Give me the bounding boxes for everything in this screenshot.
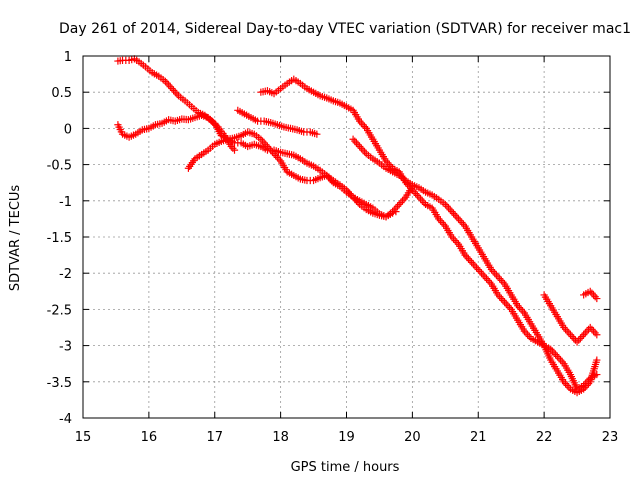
data-point (125, 56, 133, 64)
series-track-3 (184, 128, 416, 221)
y-tick-label: -2 (59, 267, 72, 282)
x-tick-label: 17 (206, 430, 223, 445)
data-point (128, 56, 136, 64)
series-track-8 (580, 287, 601, 303)
x-tick-label: 19 (338, 430, 355, 445)
series-track-5 (257, 75, 601, 393)
y-tick-labels: 1 0.5 0 -0.5 -1 -1.5 -2 -2.5 -3 -3.5 -4 (47, 50, 72, 427)
x-axis-label: GPS time / hours (291, 460, 400, 475)
y-tick-label: -2.5 (47, 303, 72, 318)
x-tick-label: 15 (75, 430, 92, 445)
x-tick-label: 22 (536, 430, 553, 445)
x-tick-labels: 15 16 17 18 19 20 21 22 23 (75, 430, 619, 445)
y-tick-label: -3 (59, 340, 72, 355)
x-tick-label: 23 (602, 430, 619, 445)
y-tick-label: -4 (59, 412, 72, 427)
x-tick-label: 18 (272, 430, 289, 445)
data-point (593, 356, 601, 364)
series-track-4 (234, 106, 321, 138)
chart-title: Day 261 of 2014, Sidereal Day-to-day VTE… (59, 21, 631, 37)
x-tick-label: 21 (470, 430, 487, 445)
y-tick-label: 0 (64, 122, 72, 137)
y-tick-label: -0.5 (47, 159, 72, 174)
grid-lines (83, 56, 610, 418)
y-tick-label: 0.5 (51, 86, 72, 101)
data-markers (114, 55, 601, 397)
y-axis-label: SDTVAR / TECUs (8, 185, 23, 292)
data-point (230, 146, 239, 154)
y-tick-label: -3.5 (47, 376, 72, 391)
series-track-7 (540, 291, 601, 346)
series-track-2 (114, 111, 400, 221)
y-tick-label: -1.5 (47, 231, 72, 246)
data-point (593, 294, 601, 303)
data-point (593, 331, 601, 339)
y-tick-label: 1 (64, 50, 72, 65)
series-track-6 (349, 135, 601, 397)
tick-marks (82, 55, 611, 419)
data-point (313, 130, 321, 138)
y-tick-label: -1 (59, 195, 72, 210)
data-point (593, 370, 601, 379)
x-tick-label: 20 (404, 430, 421, 445)
x-tick-label: 16 (141, 430, 158, 445)
